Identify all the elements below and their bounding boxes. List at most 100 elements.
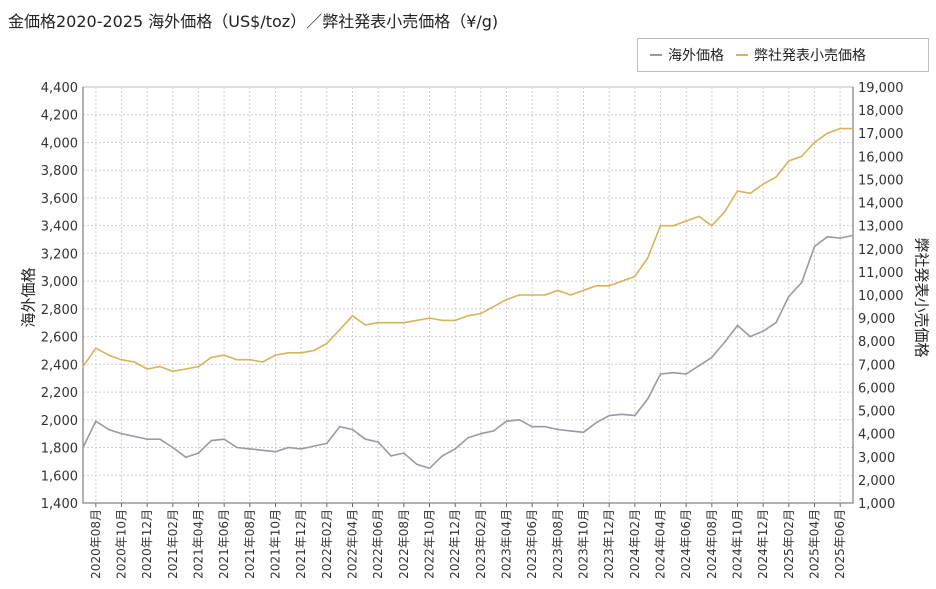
data-point-retail bbox=[120, 358, 123, 361]
data-point-retail bbox=[852, 127, 854, 130]
data-point-retail bbox=[672, 224, 675, 227]
data-point-overseas bbox=[236, 446, 238, 449]
data-point-overseas bbox=[300, 448, 303, 450]
data-point-retail bbox=[788, 160, 790, 162]
x-tick-label: 2024年04月 bbox=[654, 509, 668, 579]
data-point-retail bbox=[531, 294, 533, 296]
data-point-overseas bbox=[82, 446, 84, 449]
data-point-retail bbox=[197, 365, 200, 368]
data-point-overseas bbox=[698, 364, 700, 367]
y2-tick-label: 19,000 bbox=[858, 81, 904, 96]
data-point-overseas bbox=[685, 373, 687, 375]
data-point-retail bbox=[557, 289, 559, 292]
legend: 海外価格 弊社発表小売価格 bbox=[637, 38, 929, 72]
data-point-retail bbox=[608, 285, 610, 287]
data-point-retail bbox=[428, 317, 431, 319]
x-tick-label: 2025年04月 bbox=[808, 509, 822, 579]
y-tick-label: 3,200 bbox=[41, 247, 78, 262]
x-tick-label: 2023年10月 bbox=[577, 509, 591, 579]
data-point-overseas bbox=[659, 373, 662, 375]
data-point-overseas bbox=[582, 431, 585, 434]
data-point-retail bbox=[210, 356, 213, 359]
data-point-overseas bbox=[249, 448, 251, 450]
data-point-retail bbox=[454, 319, 457, 322]
data-point-retail bbox=[467, 315, 469, 317]
data-point-retail bbox=[544, 294, 546, 296]
data-point-overseas bbox=[672, 371, 675, 374]
data-point-overseas bbox=[492, 430, 495, 432]
data-point-overseas bbox=[441, 455, 444, 457]
data-point-overseas bbox=[775, 321, 777, 324]
data-point-retail bbox=[364, 324, 367, 326]
x-tick-label: 2022年02月 bbox=[320, 509, 334, 579]
data-point-retail bbox=[184, 368, 187, 370]
data-point-retail bbox=[569, 294, 572, 296]
x-tick-label: 2023年08月 bbox=[551, 509, 565, 579]
data-point-overseas bbox=[338, 425, 341, 428]
data-point-overseas bbox=[313, 445, 315, 447]
y2-axis-title: 弊社発表小売価格 bbox=[912, 237, 931, 358]
data-point-overseas bbox=[415, 463, 418, 466]
x-tick-label: 2023年06月 bbox=[525, 509, 539, 579]
data-point-retail bbox=[351, 315, 354, 317]
data-point-retail bbox=[518, 294, 521, 296]
data-point-retail bbox=[800, 155, 803, 158]
x-tick-label: 2024年10月 bbox=[731, 509, 745, 579]
legend-item-overseas[interactable]: 海外価格 bbox=[650, 45, 724, 65]
data-point-overseas bbox=[146, 438, 148, 441]
data-point-retail bbox=[736, 190, 739, 192]
y-tick-label: 3,400 bbox=[41, 220, 78, 235]
data-point-overseas bbox=[723, 341, 726, 343]
data-point-overseas bbox=[95, 420, 97, 423]
data-point-retail bbox=[172, 370, 174, 373]
x-tick-label: 2024年06月 bbox=[679, 509, 693, 579]
data-point-overseas bbox=[197, 452, 200, 454]
data-point-retail bbox=[377, 321, 380, 324]
data-point-overseas bbox=[826, 236, 829, 238]
y2-tick-label: 5,000 bbox=[858, 405, 895, 420]
x-tick-label: 2021年06月 bbox=[217, 509, 231, 579]
x-tick-label: 2021年04月 bbox=[192, 509, 206, 579]
data-point-overseas bbox=[595, 421, 598, 424]
data-point-overseas bbox=[210, 439, 213, 442]
legend-label-retail: 弊社発表小売価格 bbox=[754, 48, 866, 64]
legend-item-retail[interactable]: 弊社発表小売価格 bbox=[736, 45, 866, 65]
data-point-overseas bbox=[762, 330, 764, 332]
data-point-overseas bbox=[364, 438, 367, 441]
data-point-retail bbox=[595, 285, 598, 287]
data-point-retail bbox=[685, 220, 687, 222]
y-tick-label: 1,800 bbox=[41, 442, 78, 457]
data-point-retail bbox=[839, 127, 841, 130]
data-point-overseas bbox=[852, 234, 854, 237]
data-point-overseas bbox=[351, 428, 354, 431]
data-point-retail bbox=[698, 215, 700, 218]
data-point-overseas bbox=[274, 450, 277, 453]
data-point-overseas bbox=[749, 335, 752, 338]
y2-tick-label: 6,000 bbox=[858, 381, 895, 396]
x-tick-label: 2023年12月 bbox=[602, 509, 616, 579]
y-tick-label: 4,200 bbox=[41, 109, 78, 124]
x-tick-label: 2021年02月 bbox=[166, 509, 180, 579]
data-point-retail bbox=[261, 361, 264, 363]
y2-tick-label: 3,000 bbox=[858, 451, 895, 466]
data-point-retail bbox=[492, 305, 495, 308]
data-point-overseas bbox=[377, 441, 380, 443]
data-point-overseas bbox=[800, 281, 803, 284]
chart-title: 金価格2020-2025 海外価格（US$/toz）／弊社発表小売価格（¥/g) bbox=[8, 12, 499, 31]
data-point-overseas bbox=[390, 455, 392, 457]
data-point-retail bbox=[634, 275, 636, 278]
data-point-overseas bbox=[557, 428, 559, 431]
data-point-retail bbox=[300, 352, 303, 354]
data-point-retail bbox=[749, 192, 752, 195]
data-point-overseas bbox=[223, 438, 225, 441]
data-point-overseas bbox=[428, 467, 431, 470]
legend-swatch-overseas bbox=[650, 54, 662, 56]
data-point-overseas bbox=[467, 437, 469, 439]
x-tick-label: 2022年06月 bbox=[371, 509, 385, 579]
y2-tick-label: 12,000 bbox=[858, 243, 904, 258]
data-point-overseas bbox=[544, 425, 546, 428]
x-tick-label: 2024年08月 bbox=[705, 509, 719, 579]
y2-tick-label: 9,000 bbox=[858, 312, 895, 327]
data-point-overseas bbox=[788, 295, 790, 298]
